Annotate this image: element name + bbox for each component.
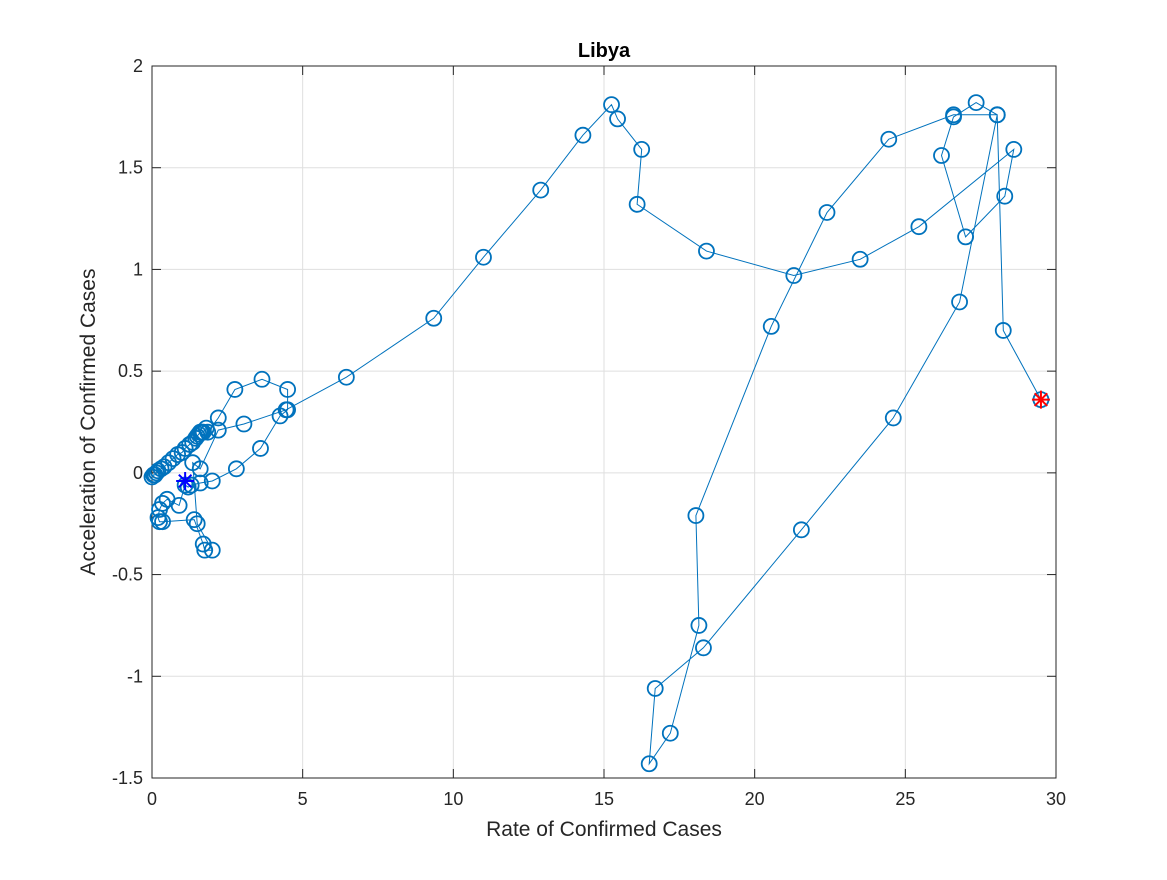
data-point bbox=[191, 460, 209, 478]
data-point bbox=[910, 218, 928, 236]
data-point bbox=[185, 511, 203, 529]
data-point bbox=[425, 309, 443, 327]
data-point bbox=[884, 409, 902, 427]
data-point bbox=[951, 293, 968, 311]
data-point bbox=[988, 106, 1006, 124]
data-point bbox=[785, 267, 803, 284]
data-point bbox=[154, 513, 171, 531]
data-point bbox=[194, 535, 212, 553]
data-point bbox=[1005, 141, 1023, 158]
data-point bbox=[994, 322, 1012, 339]
y-tick-label: 0.5 bbox=[118, 361, 143, 381]
y-tick-label: 1 bbox=[133, 259, 143, 279]
x-tick-label: 30 bbox=[1046, 789, 1066, 809]
data-point bbox=[698, 242, 715, 260]
y-tick-label: -1.5 bbox=[112, 768, 143, 788]
data-point bbox=[226, 381, 244, 398]
plot-area: 0 5 10 15 20 25 30 -1.5 -1 -0.5 0 0.5 1 1.5 2 bbox=[112, 56, 1066, 809]
data-point bbox=[235, 415, 253, 433]
data-point bbox=[687, 507, 705, 524]
data-point bbox=[661, 724, 679, 742]
x-tick-label: 5 bbox=[298, 789, 308, 809]
data-point bbox=[279, 381, 297, 398]
data-point bbox=[209, 409, 227, 427]
data-point bbox=[603, 96, 620, 114]
data-point bbox=[277, 401, 295, 419]
x-tick-label: 20 bbox=[745, 789, 765, 809]
data-point bbox=[695, 639, 712, 657]
y-axis-label: Acceleration of Confirmed Cases bbox=[77, 269, 100, 576]
data-point bbox=[252, 440, 269, 457]
data-point bbox=[996, 187, 1014, 205]
x-tick-label: 10 bbox=[443, 789, 463, 809]
data-point bbox=[628, 195, 646, 213]
data-point bbox=[646, 680, 664, 697]
y-tick-label: 0 bbox=[133, 463, 143, 483]
data-point bbox=[337, 368, 355, 386]
data-point bbox=[633, 141, 651, 158]
data-point bbox=[164, 450, 182, 468]
x-tick-label: 0 bbox=[147, 789, 157, 809]
data-point bbox=[967, 94, 985, 112]
data-point bbox=[199, 423, 217, 441]
data-point bbox=[762, 317, 780, 335]
data-point bbox=[851, 250, 869, 268]
data-point bbox=[227, 460, 245, 478]
data-point bbox=[792, 521, 810, 539]
data-point bbox=[151, 501, 168, 518]
chart-title: Libya bbox=[578, 40, 631, 62]
data-point bbox=[609, 110, 626, 128]
data-point bbox=[188, 515, 206, 533]
y-tick-label: -0.5 bbox=[112, 565, 143, 585]
data-point bbox=[957, 228, 974, 246]
data-point bbox=[640, 755, 658, 773]
data-point bbox=[574, 126, 592, 144]
data-point bbox=[203, 472, 221, 490]
data-point bbox=[179, 478, 197, 496]
x-tick-label: 25 bbox=[895, 789, 915, 809]
data-point bbox=[933, 147, 950, 164]
data-point bbox=[475, 248, 492, 266]
y-tick-label: -1 bbox=[127, 666, 143, 686]
data-point bbox=[690, 617, 708, 634]
x-axis-label: Rate of Confirmed Cases bbox=[486, 818, 722, 841]
data-point bbox=[253, 370, 271, 388]
y-tick-label: 2 bbox=[133, 56, 143, 76]
start-point-marker bbox=[176, 471, 195, 490]
data-point bbox=[209, 421, 227, 439]
data-point bbox=[818, 204, 836, 221]
y-tick-label: 1.5 bbox=[118, 158, 143, 178]
data-point bbox=[532, 181, 550, 199]
data-point bbox=[196, 541, 214, 559]
data-point bbox=[271, 407, 289, 425]
data-point bbox=[203, 541, 221, 559]
end-point-marker bbox=[1031, 390, 1050, 409]
data-point bbox=[880, 130, 898, 148]
data-point bbox=[945, 106, 962, 124]
data-point bbox=[182, 476, 200, 494]
x-tick-label: 15 bbox=[594, 789, 614, 809]
